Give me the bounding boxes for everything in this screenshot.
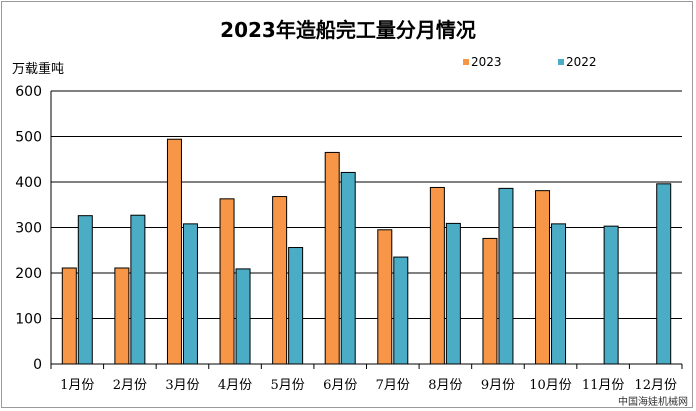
bar-2023-1 <box>61 267 77 365</box>
bar-2023-9 <box>482 237 498 365</box>
bar-2023-8 <box>429 186 445 365</box>
x-tick-label: 2月份 <box>113 378 147 393</box>
x-tick-label: 12月份 <box>634 378 677 393</box>
bar-2023-7 <box>377 229 393 365</box>
bar-2023-5 <box>272 196 288 365</box>
y-tick-label: 300 <box>15 221 42 237</box>
x-tick-label: 4月份 <box>218 378 252 393</box>
bar-2022-3 <box>182 223 198 365</box>
legend-label-2023: 2023 <box>471 55 502 69</box>
y-tick-label: 500 <box>15 130 42 146</box>
bar-2023-10 <box>535 190 551 365</box>
x-tick-label: 7月份 <box>376 378 410 393</box>
x-tick-label: 5月份 <box>270 378 304 393</box>
bar-2022-8 <box>445 222 461 365</box>
bar-2023-6 <box>324 151 340 365</box>
legend-swatch-2023 <box>463 59 469 65</box>
watermark: 中国海娃机械网 <box>618 395 688 408</box>
bar-2022-5 <box>288 247 304 365</box>
bar-2022-4 <box>235 268 251 365</box>
y-tick-label: 200 <box>15 266 42 282</box>
bar-2023-2 <box>114 267 130 365</box>
y-tick-label: 100 <box>15 312 42 328</box>
bar-2022-9 <box>498 187 514 365</box>
bar-2022-7 <box>393 256 409 365</box>
bar-2022-6 <box>340 171 356 365</box>
y-tick-label: 0 <box>33 357 42 373</box>
x-tick-label: 11月份 <box>582 378 625 393</box>
bar-2022-2 <box>130 214 146 365</box>
bar-2022-1 <box>77 215 93 365</box>
legend-swatch-2022 <box>558 59 564 65</box>
bars <box>61 138 672 365</box>
bar-2022-12 <box>656 183 672 365</box>
y-axis-ticks: 0 100 200 300 400 500 600 <box>15 84 42 373</box>
bar-2022-10 <box>551 223 567 365</box>
x-tick-label: 6月份 <box>323 378 357 393</box>
x-tick-label: 8月份 <box>428 378 462 393</box>
legend-label-2022: 2022 <box>566 55 597 69</box>
gridlines <box>51 90 682 365</box>
chart-title: 2023年造船完工量分月情况 <box>220 18 476 42</box>
bar-2023-4 <box>219 198 235 365</box>
x-tick-label: 10月份 <box>529 378 572 393</box>
bar-2023-3 <box>166 138 182 365</box>
x-tick-label: 1月份 <box>60 378 94 393</box>
x-tick-label: 9月份 <box>481 378 515 393</box>
bar-2022-11 <box>603 225 619 365</box>
x-tick-label: 3月份 <box>165 378 199 393</box>
legend: 2023 2022 <box>463 55 597 69</box>
y-axis-label: 万载重吨 <box>12 61 64 77</box>
y-tick-label: 600 <box>15 84 42 100</box>
x-axis-labels: 1月份 2月份 3月份 4月份 5月份 6月份 7月份 8月份 9月份 10月份 11月份 12月份 <box>60 378 677 393</box>
y-tick-label: 400 <box>15 175 42 191</box>
axes <box>50 91 683 369</box>
